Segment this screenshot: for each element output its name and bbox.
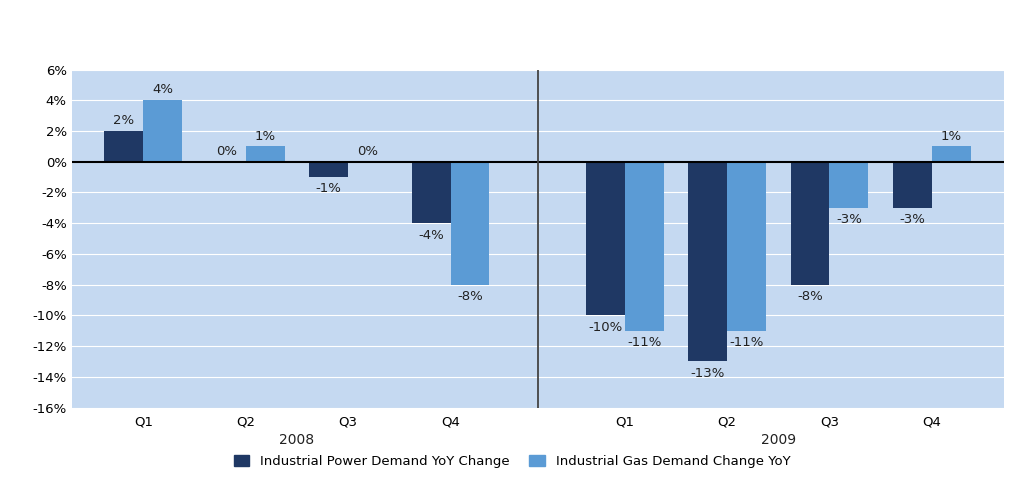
Bar <box>893 162 932 208</box>
Bar <box>143 100 182 162</box>
Text: -8%: -8% <box>797 290 823 303</box>
Bar <box>932 147 971 162</box>
Bar <box>688 162 727 361</box>
Bar <box>309 162 348 177</box>
Text: 2%: 2% <box>114 114 134 127</box>
Text: -11%: -11% <box>729 336 764 349</box>
Bar <box>625 162 664 331</box>
Text: -8%: -8% <box>457 290 483 303</box>
Text: 0%: 0% <box>216 145 237 158</box>
Bar <box>104 131 143 162</box>
Bar <box>586 162 625 316</box>
Text: 0%: 0% <box>357 145 378 158</box>
Text: -3%: -3% <box>899 213 926 226</box>
Text: 2009: 2009 <box>761 433 796 447</box>
Bar <box>727 162 766 331</box>
Bar <box>829 162 868 208</box>
Text: 2008: 2008 <box>280 433 314 447</box>
Text: 4%: 4% <box>153 83 173 96</box>
Text: -3%: -3% <box>836 213 862 226</box>
Text: Exhibit 3:  Weather-normalized Industrial Electricity and Natural Gas Demand YoY: Exhibit 3: Weather-normalized Industrial… <box>12 21 895 39</box>
Bar <box>451 162 489 285</box>
Text: -1%: -1% <box>315 182 342 195</box>
Text: -10%: -10% <box>588 321 623 334</box>
Text: 1%: 1% <box>255 130 275 143</box>
Text: -11%: -11% <box>627 336 662 349</box>
Bar <box>412 162 451 223</box>
Text: 1%: 1% <box>941 130 962 143</box>
Bar <box>246 147 285 162</box>
Legend: Industrial Power Demand YoY Change, Industrial Gas Demand Change YoY: Industrial Power Demand YoY Change, Indu… <box>228 449 796 473</box>
Text: -13%: -13% <box>690 367 725 380</box>
Bar <box>791 162 829 285</box>
Text: -4%: -4% <box>418 229 444 242</box>
